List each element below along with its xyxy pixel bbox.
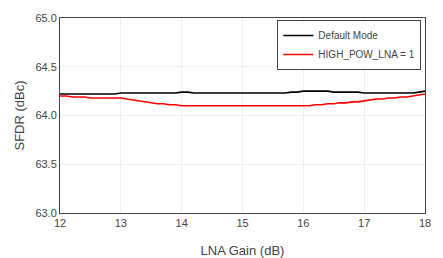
svg-text:Default Mode: Default Mode [318, 30, 378, 41]
svg-text:15: 15 [236, 217, 248, 229]
svg-text:LNA Gain (dB): LNA Gain (dB) [201, 243, 285, 258]
svg-text:14: 14 [176, 217, 188, 229]
svg-text:63.0: 63.0 [35, 207, 56, 219]
svg-text:HIGH_POW_LNA = 1: HIGH_POW_LNA = 1 [318, 49, 414, 60]
svg-text:64.0: 64.0 [35, 109, 56, 121]
svg-text:17: 17 [358, 217, 370, 229]
svg-text:65.0: 65.0 [35, 12, 56, 24]
svg-text:13: 13 [115, 217, 127, 229]
svg-text:SFDR (dBc): SFDR (dBc) [12, 80, 27, 150]
svg-text:64.5: 64.5 [35, 61, 56, 73]
svg-text:63.5: 63.5 [35, 158, 56, 170]
svg-text:12: 12 [54, 217, 66, 229]
svg-text:16: 16 [297, 217, 309, 229]
svg-text:18: 18 [419, 217, 431, 229]
